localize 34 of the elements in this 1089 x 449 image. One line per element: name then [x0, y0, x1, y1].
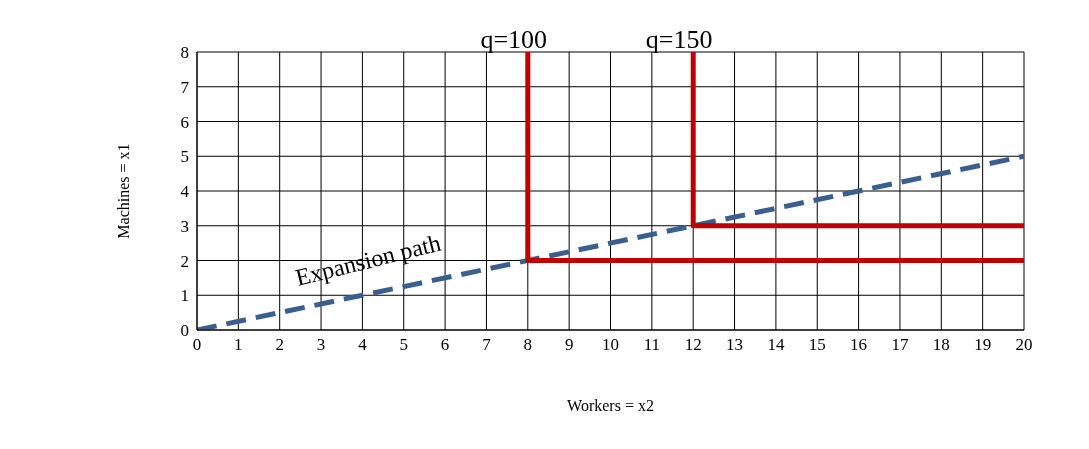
- y-tick-label: 8: [180, 43, 189, 63]
- x-tick-label: 14: [767, 335, 785, 355]
- x-tick-label: 17: [891, 335, 909, 355]
- x-tick-label: 8: [523, 335, 533, 355]
- x-tick-label: 7: [482, 335, 492, 355]
- x-tick-label: 11: [643, 335, 661, 355]
- x-tick-label: 13: [726, 335, 744, 355]
- x-tick-label: 3: [316, 335, 326, 355]
- series-label: q=100: [480, 25, 548, 54]
- x-tick-label: 18: [932, 335, 950, 355]
- x-tick-label: 19: [974, 335, 992, 355]
- text: Expansion path: [292, 229, 444, 291]
- x-axis-title: Workers = x2: [567, 397, 654, 414]
- y-tick-label: 2: [180, 251, 189, 271]
- x-tick-label: 20: [1015, 335, 1033, 355]
- y-axis-title: Machines = x1: [114, 143, 132, 239]
- y-tick-label: 1: [180, 286, 189, 306]
- series-label: q=150: [645, 25, 713, 54]
- x-tick-label: 6: [440, 335, 450, 355]
- x-tick-label: 1: [234, 335, 243, 355]
- y-tick-label: 7: [180, 77, 190, 97]
- x-tick-label: 12: [684, 335, 702, 355]
- x-tick-label: 15: [808, 335, 826, 355]
- x-tick-label: 2: [275, 335, 284, 355]
- x-tick-label: 5: [399, 335, 408, 355]
- y-tick-label: 4: [180, 182, 190, 202]
- y-tick-label: 5: [180, 147, 189, 167]
- y-tick-label: 6: [180, 112, 189, 132]
- x-tick-label: 10: [602, 335, 619, 355]
- y-tick-label: 0: [180, 321, 189, 341]
- y-tick-label: 3: [180, 216, 189, 236]
- x-tick-label: 16: [850, 335, 868, 355]
- x-tick-label: 9: [564, 335, 574, 355]
- x-tick-label: 4: [358, 335, 368, 355]
